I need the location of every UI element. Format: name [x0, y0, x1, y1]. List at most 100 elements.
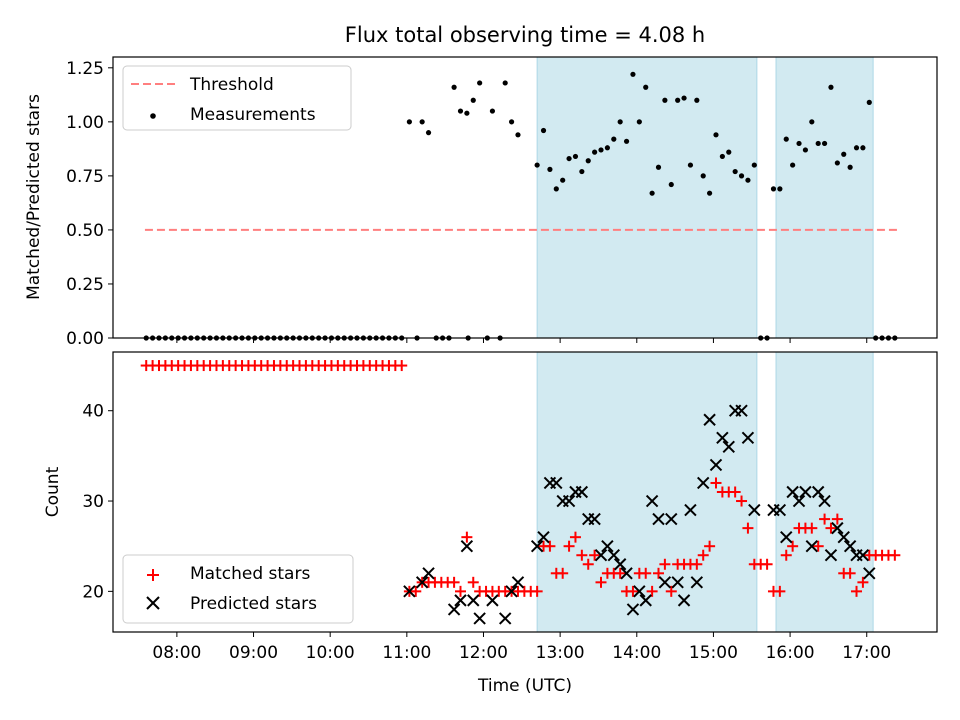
predicted-star-mark [652, 512, 665, 526]
x-tick-label: 08:00 [152, 643, 201, 663]
matched-star-point [761, 558, 773, 570]
matched-star-point [780, 549, 792, 561]
matched-star-point [659, 558, 671, 570]
measurement-point [592, 149, 598, 155]
shaded-region-1 [775, 56, 874, 339]
predicted-star-mark [703, 413, 716, 426]
measurement-point [623, 138, 630, 144]
predicted-star-mark [722, 440, 735, 454]
predicted-star-point [467, 594, 480, 607]
predicted-star-point [422, 567, 435, 580]
measurement-point [425, 130, 432, 136]
predicted-star-point [671, 576, 684, 589]
predicted-star-mark [818, 494, 831, 508]
predicted-star-point [684, 503, 697, 517]
measurement-point [687, 162, 694, 168]
matched-star-point [614, 567, 626, 579]
measurement-point [809, 119, 815, 125]
measurement-point [649, 190, 655, 196]
predicted-star-mark [831, 521, 844, 535]
measurement-point [815, 140, 821, 147]
predicted-star-mark [792, 494, 806, 508]
y-tick-label: 40 [82, 402, 104, 422]
predicted-star-mark [460, 539, 474, 553]
y-tick-label: 0.50 [66, 221, 104, 241]
predicted-star-mark [613, 558, 627, 571]
predicted-star-point [447, 603, 461, 616]
measurement-point [585, 158, 591, 164]
matched-star-point [448, 576, 460, 588]
predicted-star-point [511, 576, 525, 589]
matched-star-point [646, 585, 658, 597]
matched-star-point [812, 540, 824, 552]
predicted-star-point [505, 585, 518, 598]
matched-star-point [557, 567, 569, 579]
measurement-point [572, 153, 579, 160]
measurement-point [841, 151, 847, 157]
chart-title: Flux total observing time = 4.08 h [345, 23, 705, 47]
predicted-star-point [626, 603, 640, 616]
matched-star-point [831, 513, 843, 525]
predicted-star-mark [690, 576, 704, 589]
y-tick-label: 0.75 [66, 167, 104, 187]
measurement-point [713, 132, 719, 138]
predicted-star-point [856, 549, 870, 562]
predicted-star-point [498, 612, 512, 625]
measurement-point [866, 99, 872, 105]
y-tick-label: 30 [82, 492, 104, 512]
bottom-legend-box [122, 554, 354, 624]
predicted-star-point [799, 485, 812, 499]
measurement-point [726, 149, 732, 155]
predicted-star-point [620, 567, 633, 580]
predicted-star-point [824, 549, 838, 562]
matched-star-point [806, 522, 818, 534]
measurement-point [508, 119, 515, 125]
y-tick-label: 1.25 [66, 59, 104, 79]
measurement-point [847, 164, 853, 170]
measurement-point [636, 119, 642, 125]
predicted-star-point [709, 458, 723, 472]
predicted-star-mark [735, 404, 748, 417]
predicted-star-point [741, 431, 755, 445]
matched-star-point [665, 585, 677, 597]
measurement-point [802, 147, 809, 153]
predicted-star-point [780, 530, 793, 544]
measurement-point [681, 95, 687, 101]
measurement-point [470, 97, 476, 103]
predicted-star-point [486, 594, 499, 607]
predicted-star-mark [403, 585, 416, 598]
predicted-star-point [639, 594, 652, 607]
predicted-star-point [773, 503, 787, 517]
predicted-star-point [403, 585, 416, 598]
measurement-point [770, 186, 777, 192]
matched-star-point [640, 567, 652, 579]
predicted-star-point [473, 612, 486, 625]
measurement-point [617, 119, 623, 125]
measurement-point [540, 127, 547, 134]
measurement-point [489, 108, 496, 114]
predicted-star-mark [773, 503, 787, 517]
matched-star-point [697, 549, 709, 561]
predicted-star-mark [530, 539, 544, 553]
matched-star-point [653, 567, 665, 579]
measurement-point [477, 80, 483, 86]
predicted-star-mark [511, 576, 525, 589]
top-legend: Threshold Measurements [122, 65, 352, 131]
measurement-point [534, 162, 540, 168]
predicted-star-point [792, 494, 806, 508]
measurement-point [783, 136, 789, 142]
measurement-point [566, 155, 572, 162]
predicted-star-point [607, 549, 620, 562]
predicted-star-mark [671, 576, 684, 589]
bottom-panel: 20 30 40 08:00 09:00 10:00 11:00 12:00 13:00 14:… [43, 351, 938, 696]
legend-predicted-swatch [146, 596, 160, 610]
measurement-point [738, 173, 745, 179]
predicted-star-mark [665, 512, 678, 526]
measurement-point [655, 164, 662, 170]
predicted-star-mark [716, 431, 729, 445]
predicted-star-point [748, 503, 761, 517]
matched-star-point [710, 477, 722, 489]
measurement-point [834, 160, 840, 166]
x-tick-label: 13:00 [536, 643, 585, 663]
predicted-star-mark [505, 585, 518, 598]
